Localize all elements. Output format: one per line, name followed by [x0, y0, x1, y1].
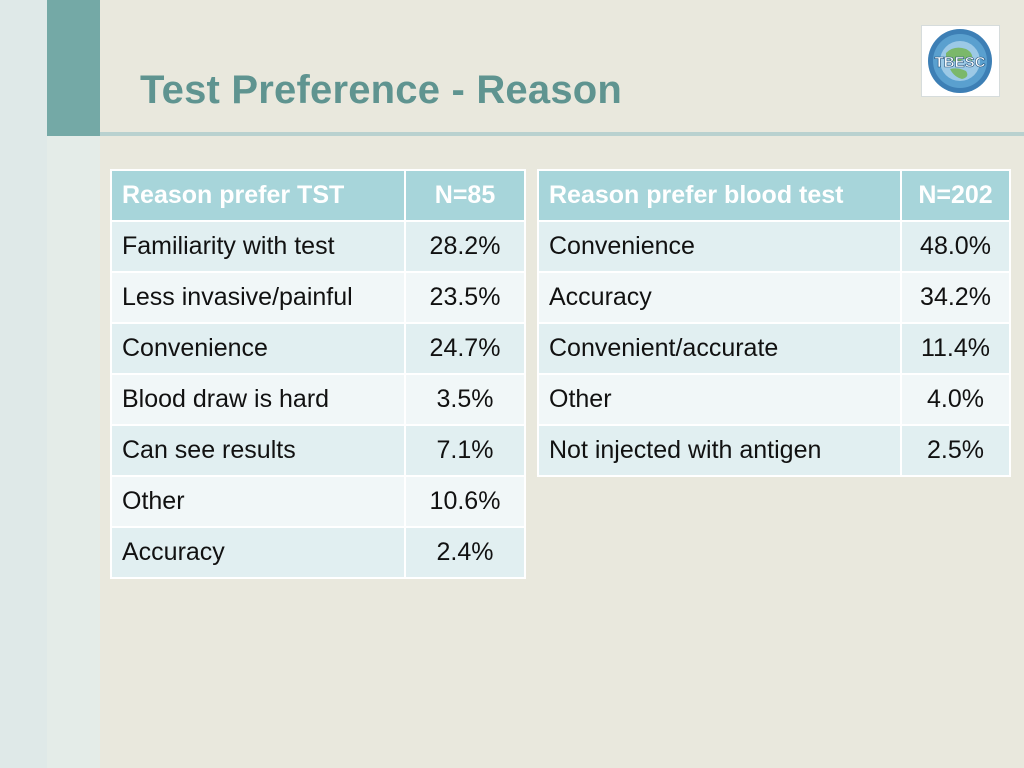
- reason-cell: Convenient/accurate: [537, 322, 902, 375]
- column-header-n: N=202: [900, 169, 1011, 222]
- table-row: Convenient/accurate 11.4%: [537, 322, 1011, 375]
- side-strip: [0, 0, 47, 768]
- column-header-reason: Reason prefer blood test: [537, 169, 902, 222]
- table-row: Other 4.0%: [537, 373, 1011, 426]
- percent-cell: 34.2%: [900, 271, 1011, 324]
- tst-reason-table: Reason prefer TST N=85 Familiarity with …: [110, 169, 526, 579]
- percent-cell: 28.2%: [404, 220, 526, 273]
- table-row: Convenience 48.0%: [537, 220, 1011, 273]
- globe-logo-icon: TBESC: [928, 29, 992, 93]
- logo-text: TBESC: [935, 54, 986, 71]
- table-row: Familiarity with test 28.2%: [110, 220, 526, 273]
- slide-title: Test Preference - Reason: [140, 68, 623, 112]
- reason-cell: Other: [537, 373, 902, 426]
- reason-cell: Other: [110, 475, 406, 528]
- percent-cell: 2.5%: [900, 424, 1011, 477]
- side-lower-panel: [47, 136, 100, 768]
- reason-cell: Accuracy: [537, 271, 902, 324]
- reason-cell: Blood draw is hard: [110, 373, 406, 426]
- table-row: Less invasive/painful 23.5%: [110, 271, 526, 324]
- reason-cell: Convenience: [537, 220, 902, 273]
- percent-cell: 24.7%: [404, 322, 526, 375]
- reason-cell: Can see results: [110, 424, 406, 477]
- percent-cell: 7.1%: [404, 424, 526, 477]
- table-row: Other 10.6%: [110, 475, 526, 528]
- percent-cell: 48.0%: [900, 220, 1011, 273]
- blood-test-reason-table: Reason prefer blood test N=202 Convenien…: [537, 169, 1011, 477]
- percent-cell: 2.4%: [404, 526, 526, 579]
- column-header-reason: Reason prefer TST: [110, 169, 406, 222]
- table-row: Can see results 7.1%: [110, 424, 526, 477]
- percent-cell: 3.5%: [404, 373, 526, 426]
- column-header-n: N=85: [404, 169, 526, 222]
- table-row: Not injected with antigen 2.5%: [537, 424, 1011, 477]
- side-accent-bar: [47, 0, 100, 136]
- title-rule: [100, 132, 1024, 136]
- table-row: Blood draw is hard 3.5%: [110, 373, 526, 426]
- percent-cell: 10.6%: [404, 475, 526, 528]
- reason-cell: Accuracy: [110, 526, 406, 579]
- reason-cell: Less invasive/painful: [110, 271, 406, 324]
- table-header-row: Reason prefer blood test N=202: [537, 169, 1011, 222]
- reason-cell: Not injected with antigen: [537, 424, 902, 477]
- tbesc-logo: TBESC: [921, 25, 1000, 97]
- percent-cell: 4.0%: [900, 373, 1011, 426]
- table-row: Accuracy 2.4%: [110, 526, 526, 579]
- table-row: Accuracy 34.2%: [537, 271, 1011, 324]
- percent-cell: 11.4%: [900, 322, 1011, 375]
- table-row: Convenience 24.7%: [110, 322, 526, 375]
- percent-cell: 23.5%: [404, 271, 526, 324]
- reason-cell: Convenience: [110, 322, 406, 375]
- reason-cell: Familiarity with test: [110, 220, 406, 273]
- table-header-row: Reason prefer TST N=85: [110, 169, 526, 222]
